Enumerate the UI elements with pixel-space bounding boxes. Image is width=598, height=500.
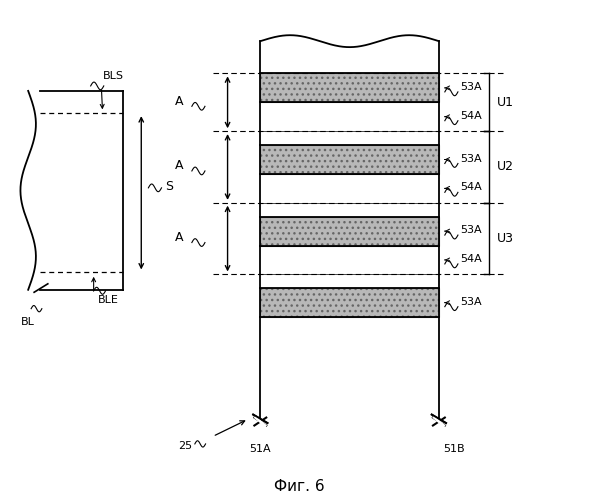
Bar (260, 145, 439, 174)
Text: U3: U3 (496, 232, 514, 245)
Text: 53A: 53A (460, 154, 481, 164)
Text: BL: BL (22, 317, 35, 327)
Text: 51B: 51B (443, 444, 465, 454)
Text: U1: U1 (496, 96, 514, 109)
Text: 51A: 51A (249, 444, 271, 454)
Text: U2: U2 (496, 160, 514, 173)
Text: 54A: 54A (460, 111, 481, 120)
Text: 54A: 54A (460, 254, 481, 264)
Text: A: A (175, 231, 183, 244)
Bar (260, 74, 439, 102)
Text: Фиг. 6: Фиг. 6 (274, 478, 324, 494)
Text: 25: 25 (178, 442, 192, 452)
Text: A: A (175, 95, 183, 108)
Text: S: S (165, 180, 173, 193)
Bar (260, 216, 439, 246)
Text: 53A: 53A (460, 82, 481, 92)
Text: 54A: 54A (460, 182, 481, 192)
Bar (260, 288, 439, 317)
Text: BLS: BLS (103, 71, 124, 81)
Text: BLE: BLE (98, 294, 118, 304)
Text: 53A: 53A (460, 225, 481, 235)
Text: 53A: 53A (460, 296, 481, 306)
Text: A: A (175, 160, 183, 172)
